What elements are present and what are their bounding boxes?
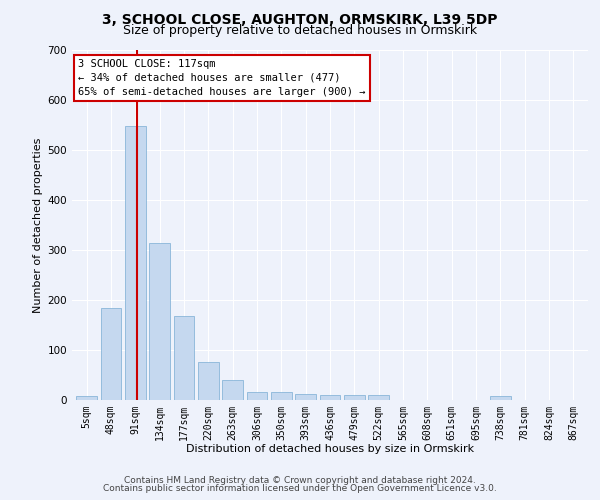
Bar <box>295 394 316 400</box>
Text: 3 SCHOOL CLOSE: 117sqm
← 34% of detached houses are smaller (477)
65% of semi-de: 3 SCHOOL CLOSE: 117sqm ← 34% of detached… <box>78 59 365 97</box>
Bar <box>149 242 170 400</box>
Bar <box>490 396 511 400</box>
Bar <box>125 126 146 400</box>
Bar <box>368 394 389 400</box>
Bar <box>247 392 268 400</box>
Text: 3, SCHOOL CLOSE, AUGHTON, ORMSKIRK, L39 5DP: 3, SCHOOL CLOSE, AUGHTON, ORMSKIRK, L39 … <box>102 12 498 26</box>
Bar <box>76 396 97 400</box>
Bar <box>101 308 121 400</box>
Bar <box>173 316 194 400</box>
Bar <box>320 394 340 400</box>
Bar <box>198 362 218 400</box>
Text: Size of property relative to detached houses in Ormskirk: Size of property relative to detached ho… <box>123 24 477 37</box>
Text: Contains public sector information licensed under the Open Government Licence v3: Contains public sector information licen… <box>103 484 497 493</box>
Bar <box>344 394 365 400</box>
Y-axis label: Number of detached properties: Number of detached properties <box>34 138 43 312</box>
X-axis label: Distribution of detached houses by size in Ormskirk: Distribution of detached houses by size … <box>186 444 474 454</box>
Text: Contains HM Land Registry data © Crown copyright and database right 2024.: Contains HM Land Registry data © Crown c… <box>124 476 476 485</box>
Bar <box>222 380 243 400</box>
Bar <box>271 392 292 400</box>
